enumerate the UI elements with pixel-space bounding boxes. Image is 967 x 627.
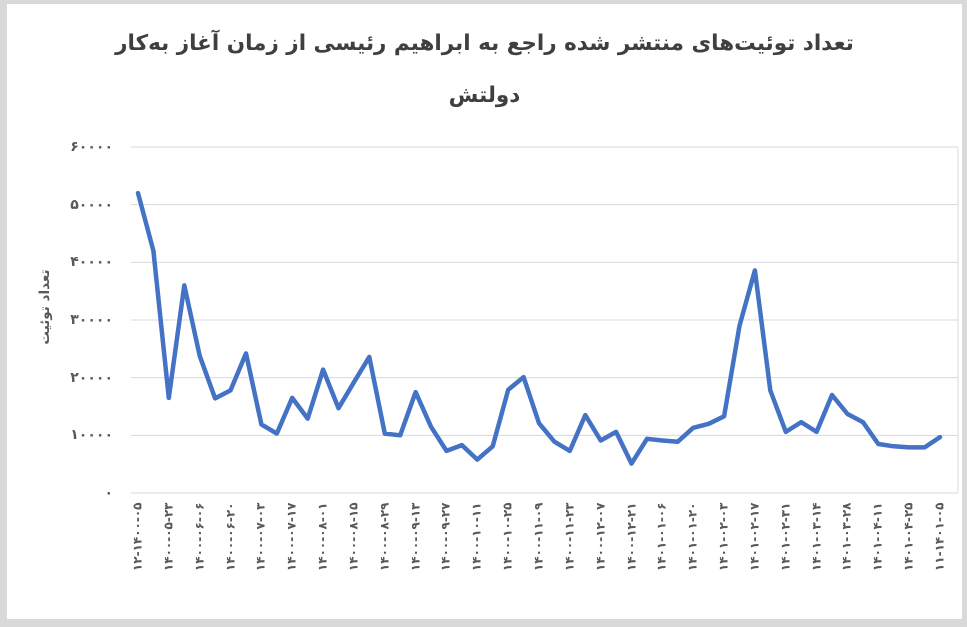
y-tick-label: ۱۰۰۰۰ (70, 427, 113, 444)
x-tick-label: ۱۴۰۱-۰۲-۱۷ (747, 502, 762, 572)
x-tick-label: ۱۲-۱۴۰۰-۰۵ (130, 502, 145, 572)
x-tick-label: ۱۴۰۰-۰۹-۲۷ (438, 502, 453, 572)
x-tick-label: ۱۴۰۰-۰۸-۱۵ (346, 502, 361, 572)
x-tick-label: ۱۴۰۱-۰۳-۲۸ (839, 502, 854, 572)
x-tick-label: ۱۴۰۱-۰۴-۲۵ (901, 502, 916, 572)
x-tick-label: ۱۴۰۰-۰۶-۲۰ (223, 502, 238, 572)
chart-title-line-1: تعداد توئیت‌های منتشر شده راجع به ابراهی… (115, 31, 854, 56)
x-tick-label: ۱۴۰۰-۰۶-۰۶ (192, 502, 207, 572)
y-tick-label: ۴۰۰۰۰ (70, 254, 113, 271)
y-tick-label: ۰ (104, 485, 113, 501)
y-axis-title: تعداد توئیت (37, 269, 53, 345)
y-tick-label: ۶۰۰۰۰ (70, 139, 113, 155)
x-tick-label: ۱۴۰۰-۱۰-۲۵ (500, 502, 515, 572)
y-tick-label: ۲۰۰۰۰ (70, 369, 113, 386)
x-tick-label: ۱۴۰۱-۰۱-۲۰ (685, 502, 700, 572)
y-tick-label: ۵۰۰۰۰ (70, 196, 113, 213)
chart-title-line-2: دولتش (448, 83, 521, 108)
x-tick-label: ۱۴۰۰-۰۸-۰۱ (315, 502, 330, 572)
x-tick-label: ۱۴۰۰-۱۱-۲۳ (562, 502, 577, 572)
y-tick-label: ۳۰۰۰۰ (70, 312, 113, 328)
x-tick-label: ۱۴۰۰-۰۹-۱۳ (408, 502, 423, 572)
chart-title: تعداد توئیت‌های منتشر شده راجع به ابراهی… (7, 18, 962, 122)
x-tick-label: ۱۴۰۱-۰۳-۱۴ (809, 502, 824, 572)
x-tick-label: ۱۴۰۰-۰۸-۲۹ (377, 502, 392, 572)
x-tick-label: ۱۴۰۰-۱۲-۲۱ (624, 502, 639, 572)
x-tick-label: ۱۴۰۰-۰۵-۲۳ (161, 502, 176, 572)
x-tick-label: ۱۴۰۱-۰۴-۱۱ (870, 502, 885, 572)
x-tick-label: ۱۱-۱۴۰۱-۰۵ (932, 502, 947, 572)
tweet-count-line-series (135, 190, 943, 466)
x-tick-label: ۱۴۰۰-۰۷-۱۷ (284, 502, 299, 572)
x-tick-label: ۱۴۰۰-۱۱-۰۹ (531, 502, 546, 572)
x-tick-label: ۱۴۰۱-۰۲-۳۱ (778, 502, 793, 572)
x-tick-label: ۱۴۰۱-۰۱-۰۶ (654, 502, 669, 572)
x-tick-label: ۱۴۰۰-۰۷-۰۳ (253, 502, 268, 572)
x-tick-label: ۱۴۰۰-۱۰-۱۱ (469, 502, 484, 572)
chart-canvas: تعداد توئیت‌های منتشر شده راجع به ابراهی… (7, 4, 962, 619)
x-tick-label: ۱۴۰۰-۱۲-۰۷ (593, 502, 608, 572)
plot-area (131, 146, 959, 494)
x-tick-label: ۱۴۰۱-۰۲-۰۳ (716, 502, 731, 572)
